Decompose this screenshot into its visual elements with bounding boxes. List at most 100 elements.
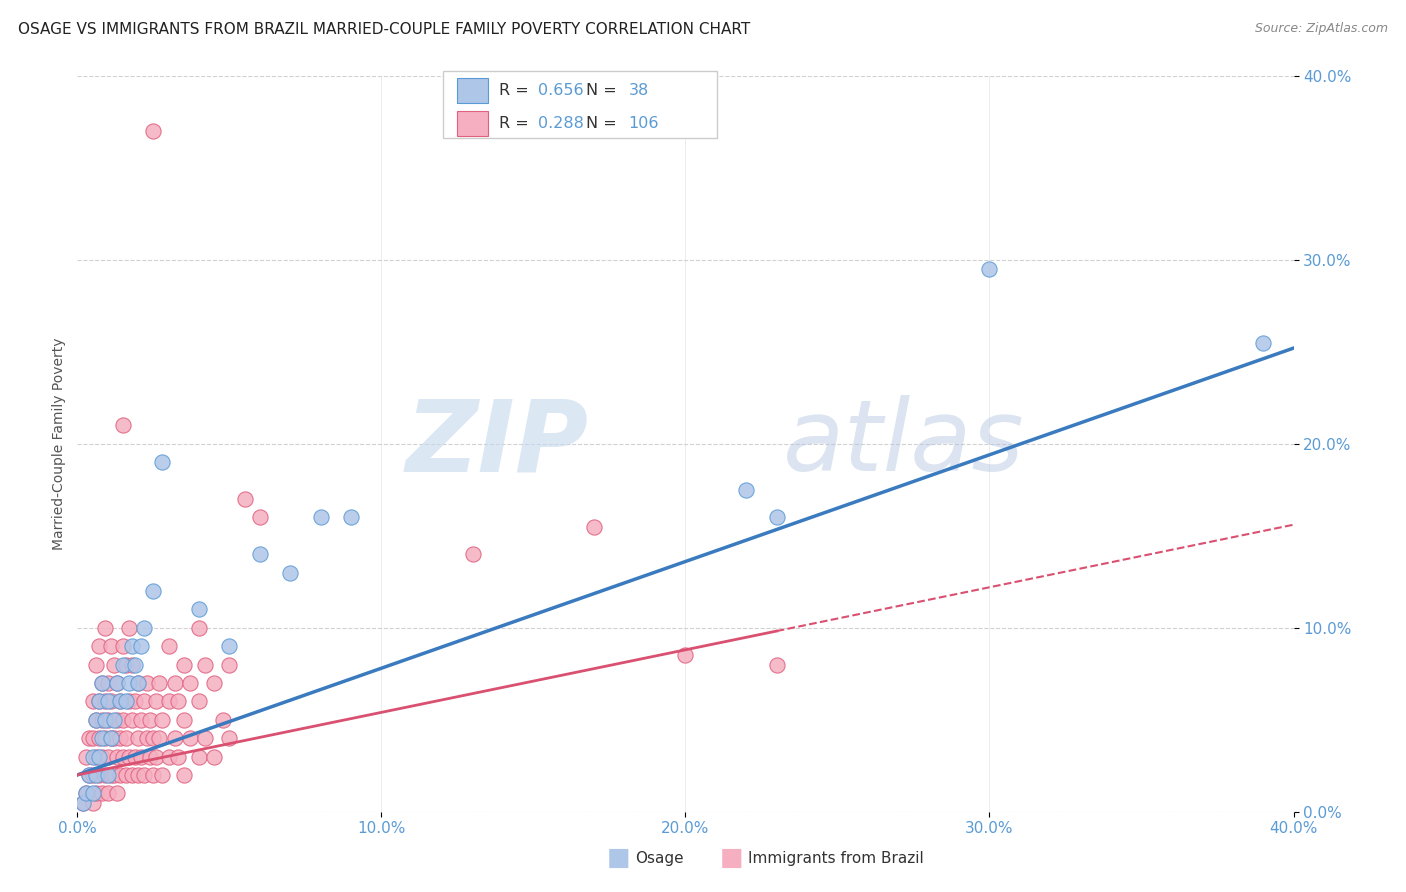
Point xyxy=(108,731,131,746)
Point xyxy=(103,657,125,672)
Point xyxy=(121,713,143,727)
Point xyxy=(79,768,101,782)
Point xyxy=(249,510,271,524)
Point xyxy=(979,262,1001,277)
Point xyxy=(127,731,149,746)
Point xyxy=(93,768,115,782)
Point xyxy=(735,483,758,497)
Point xyxy=(121,657,143,672)
Text: R =: R = xyxy=(499,116,534,131)
Point xyxy=(111,418,134,433)
Point xyxy=(97,749,120,764)
Point xyxy=(75,786,97,800)
Point xyxy=(111,657,134,672)
Point xyxy=(194,731,217,746)
Point xyxy=(105,676,128,690)
Point xyxy=(134,694,156,708)
Point xyxy=(194,657,217,672)
Point xyxy=(765,510,787,524)
Point xyxy=(148,676,170,690)
Point xyxy=(103,731,125,746)
Point xyxy=(84,768,107,782)
Point xyxy=(82,796,104,810)
Point xyxy=(115,657,138,672)
Point xyxy=(163,676,186,690)
Point xyxy=(278,566,301,580)
Text: Source: ZipAtlas.com: Source: ZipAtlas.com xyxy=(1254,22,1388,36)
Point xyxy=(100,694,122,708)
Point xyxy=(675,648,697,663)
Point xyxy=(124,749,146,764)
Text: 38: 38 xyxy=(628,83,648,97)
Point xyxy=(111,749,134,764)
Text: ■: ■ xyxy=(720,847,742,870)
Point xyxy=(127,676,149,690)
Point xyxy=(90,786,112,800)
Point xyxy=(152,713,174,727)
Point xyxy=(249,547,271,561)
Point xyxy=(84,713,107,727)
Text: N =: N = xyxy=(586,83,623,97)
Text: N =: N = xyxy=(586,116,623,131)
Point xyxy=(166,694,188,708)
Y-axis label: Married-Couple Family Poverty: Married-Couple Family Poverty xyxy=(52,337,66,550)
Point xyxy=(84,713,107,727)
Text: R =: R = xyxy=(499,83,534,97)
Point xyxy=(100,639,122,653)
Point xyxy=(79,768,101,782)
Point xyxy=(309,510,332,524)
Point xyxy=(461,547,484,561)
Point xyxy=(233,491,256,506)
Point xyxy=(93,694,115,708)
Point xyxy=(100,731,122,746)
Point xyxy=(202,749,225,764)
Point xyxy=(93,713,115,727)
Point xyxy=(218,639,240,653)
Point xyxy=(72,796,94,810)
Point xyxy=(124,694,146,708)
Point xyxy=(583,519,606,533)
Point xyxy=(75,749,97,764)
Point xyxy=(115,768,138,782)
Point xyxy=(97,694,120,708)
Point xyxy=(157,694,180,708)
Point xyxy=(152,768,174,782)
Point xyxy=(87,639,110,653)
Point xyxy=(115,694,138,708)
Point xyxy=(87,768,110,782)
Point xyxy=(129,749,152,764)
Point xyxy=(103,713,125,727)
Point xyxy=(111,639,134,653)
Point xyxy=(93,731,115,746)
Point xyxy=(136,676,159,690)
Point xyxy=(166,749,188,764)
Point xyxy=(218,657,240,672)
Point xyxy=(105,749,128,764)
Point xyxy=(148,731,170,746)
Point xyxy=(118,621,141,635)
Point xyxy=(87,731,110,746)
Point xyxy=(90,676,112,690)
Point xyxy=(115,731,138,746)
Text: 106: 106 xyxy=(628,116,659,131)
Point xyxy=(72,796,94,810)
Point xyxy=(157,639,180,653)
Point xyxy=(87,694,110,708)
Point xyxy=(145,694,167,708)
Point xyxy=(129,713,152,727)
Point xyxy=(87,749,110,764)
Point xyxy=(179,676,201,690)
Point xyxy=(105,786,128,800)
Point xyxy=(173,768,195,782)
Point xyxy=(134,621,156,635)
Text: ZIP: ZIP xyxy=(405,395,588,492)
Point xyxy=(108,694,131,708)
Point xyxy=(118,676,141,690)
Point xyxy=(139,713,162,727)
Point xyxy=(157,749,180,764)
Text: ■: ■ xyxy=(607,847,630,870)
Point xyxy=(134,768,156,782)
Point xyxy=(84,657,107,672)
Point xyxy=(142,124,165,138)
Point xyxy=(75,786,97,800)
